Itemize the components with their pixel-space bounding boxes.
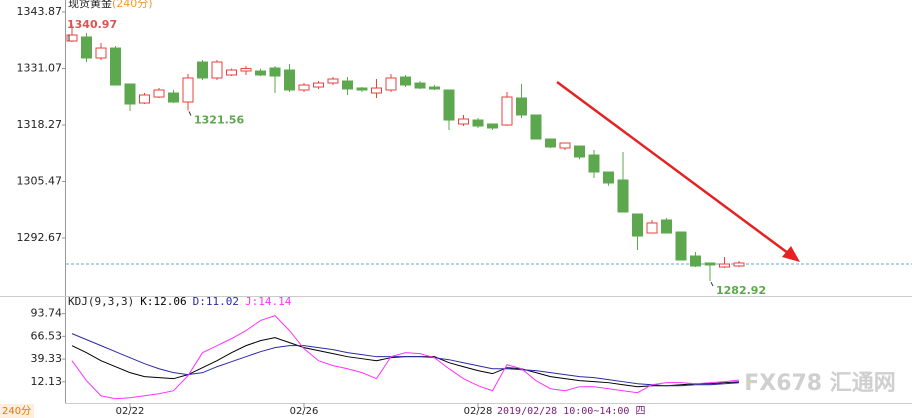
candle-body xyxy=(690,255,701,267)
legend-name: D: xyxy=(193,295,206,308)
y-tick-label: 66.53 xyxy=(31,329,63,342)
candle-body xyxy=(385,77,397,91)
candle-body xyxy=(298,84,310,91)
candle-body xyxy=(733,262,745,267)
indicator-header: KDJ(9,3,3) K:12.06 D:11.02 J:14.14 xyxy=(68,295,292,308)
candle-body xyxy=(458,118,469,125)
candle-body xyxy=(617,179,629,213)
y-tick-label: 1343.87 xyxy=(17,5,63,18)
candle-body xyxy=(661,219,672,234)
candle-body xyxy=(443,89,455,121)
period-badge xyxy=(0,404,34,418)
candle-body xyxy=(603,171,614,184)
candle-body xyxy=(255,70,266,76)
indicator-title: KDJ(9,3,3) xyxy=(68,295,134,308)
candle-body xyxy=(371,87,382,94)
candle-body xyxy=(81,36,92,59)
candle-body xyxy=(545,138,556,148)
y-tick-label: 1318.27 xyxy=(17,118,63,131)
x-tick-label: 02/22 xyxy=(116,406,145,417)
period-label: 240分 xyxy=(2,405,31,417)
y-tick-label: 1331.07 xyxy=(17,62,63,75)
candle-body xyxy=(226,69,237,76)
candle-body xyxy=(240,68,252,72)
candle-body xyxy=(414,82,426,89)
chart-title: 现货黄金(240分) xyxy=(68,0,153,10)
candle-body xyxy=(574,145,585,158)
candle-body xyxy=(153,89,165,98)
candle-body xyxy=(400,76,411,86)
x-tick-label: 02/26 xyxy=(290,406,319,417)
legend-name: K: xyxy=(140,295,153,308)
indicator-line xyxy=(71,333,740,387)
candle-body xyxy=(632,213,643,237)
high-label: 1340.97 xyxy=(67,18,117,31)
candle-body xyxy=(66,34,78,42)
title: 现货黄金 xyxy=(68,0,112,10)
legend-value: 11.02 xyxy=(206,295,239,308)
legend-name: J: xyxy=(245,295,258,308)
candle-body xyxy=(501,96,513,126)
y-tick-label: 1305.47 xyxy=(17,175,63,188)
candle-body xyxy=(588,154,600,173)
trend-arrow-head xyxy=(782,246,800,262)
trend-arrow xyxy=(556,80,793,258)
candle-body xyxy=(211,61,223,79)
candle-body xyxy=(675,231,687,261)
candle-body xyxy=(197,61,208,79)
candle-body xyxy=(182,77,194,103)
candle-body xyxy=(646,222,658,234)
low-label: 1321.56 xyxy=(194,113,244,126)
candle-body xyxy=(472,119,484,127)
annotation-pointer xyxy=(188,111,192,116)
legend-value: 14.14 xyxy=(258,295,291,308)
x-tick-label: 02/28 xyxy=(464,406,493,417)
y-tick-label: 93.74 xyxy=(31,307,63,320)
candle-body xyxy=(342,80,353,90)
candle-body xyxy=(313,82,324,88)
candle-body xyxy=(530,114,542,140)
candle-body xyxy=(327,78,339,84)
indicator-line xyxy=(71,315,740,400)
candle-body xyxy=(95,47,107,59)
y-tick-label: 12.13 xyxy=(31,375,63,388)
candle-body xyxy=(429,86,440,90)
candle-body xyxy=(356,87,368,91)
y-tick-label: 39.33 xyxy=(31,352,63,365)
low-label: 1282.92 xyxy=(716,284,766,297)
candle-body xyxy=(110,47,121,86)
watermark: FX678 汇通网 xyxy=(744,371,896,396)
candle-body xyxy=(559,142,571,149)
candle-body xyxy=(704,262,716,266)
candle-body xyxy=(719,263,730,268)
candle-body xyxy=(124,83,136,105)
annotation-pointer xyxy=(710,281,714,287)
subtitle: (240分) xyxy=(112,0,153,10)
legend-value: 12.06 xyxy=(153,295,186,308)
candle-body xyxy=(487,123,498,129)
footer: 2019/02/28 10:00~14:00 四 xyxy=(497,406,645,417)
candle-body xyxy=(168,92,179,103)
candle-body xyxy=(269,67,281,77)
candle-body xyxy=(284,69,295,91)
candle-body xyxy=(516,97,527,116)
y-tick-label: 1292.67 xyxy=(17,231,63,244)
candle-body xyxy=(139,94,150,104)
